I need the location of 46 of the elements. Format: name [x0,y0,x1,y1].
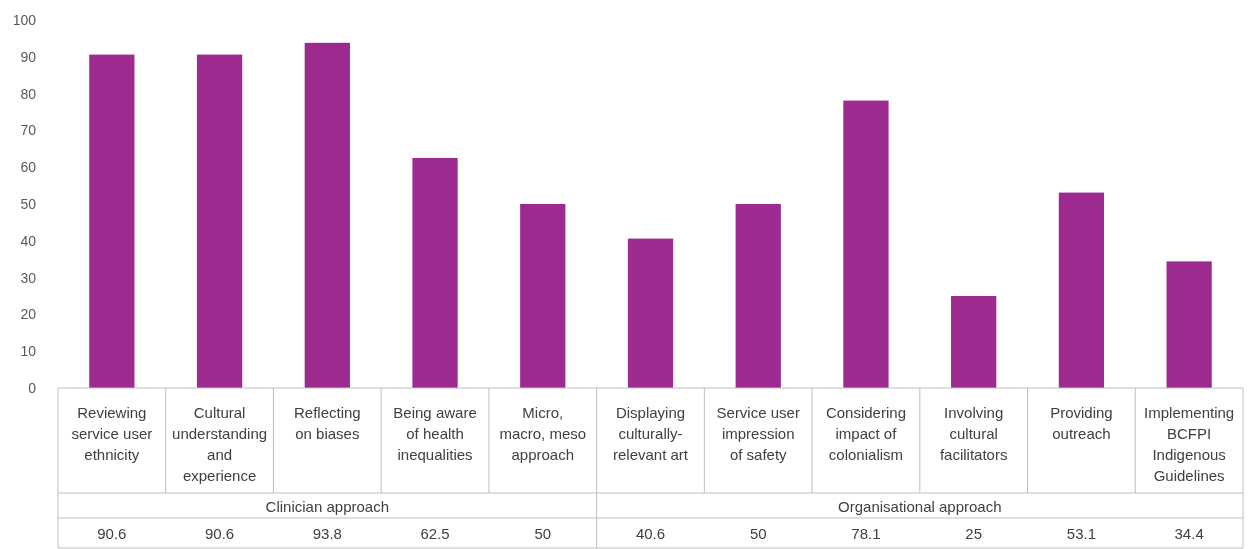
bar [627,238,674,388]
data-label: 34.4 [1174,525,1204,542]
x-tick-label: Providing outreach [1050,404,1113,442]
bar [412,158,458,388]
bar [1166,261,1212,388]
data-label: 40.6 [635,525,666,542]
bar [735,204,781,388]
x-tick-label: Being aware of health inequalities [393,404,477,463]
x-tick-label: Micro, macro, meso approach [499,404,587,463]
x-tick-label: Reflecting on biases [293,404,361,442]
data-label: 93.8 [312,525,342,542]
x-tick-label: Cultural understanding and experience [172,404,268,484]
x-tick-label: Implementing BCFPI Indigenous Guidelines [1144,404,1235,484]
x-tick-label: Reviewing service user ethnicity [71,404,153,463]
y-tick-label: 80 [20,85,37,102]
bar [304,42,350,388]
bar [196,54,243,388]
bar [951,296,997,388]
data-label: 62.5 [420,525,450,542]
bar [843,100,889,388]
y-tick-label: 0 [28,379,37,396]
y-tick-label: 20 [20,306,37,323]
data-label: 90.6 [97,525,127,542]
data-label: 53.1 [1066,525,1097,542]
data-label: 50 [534,525,552,542]
y-tick-label: 10 [20,343,37,360]
data-label: 78.1 [851,525,881,542]
bar [520,204,566,388]
y-tick-label: 60 [20,159,37,176]
data-label: 90.6 [204,525,235,542]
y-tick-label: 100 [12,11,37,28]
y-tick-label: 90 [20,48,37,65]
x-tick-label: Displaying culturally-relevant art [612,404,689,463]
text: Organisational approach [838,498,1002,515]
y-tick-label: 30 [20,269,37,286]
data-label: 50 [749,525,767,542]
x-tick-label: Service user impression of safety [716,404,800,463]
y-tick-label: 70 [20,122,37,139]
x-tick-label: Considering impact of colonialism [825,404,906,463]
bar [89,54,135,388]
y-tick-label: 50 [20,195,37,212]
y-tick-label: 40 [20,232,37,249]
bar [1058,192,1105,388]
x-tick-label: Involving cultural facilitators [939,404,1008,463]
text: Clinician approach [265,498,390,515]
data-label: 25 [965,525,983,542]
